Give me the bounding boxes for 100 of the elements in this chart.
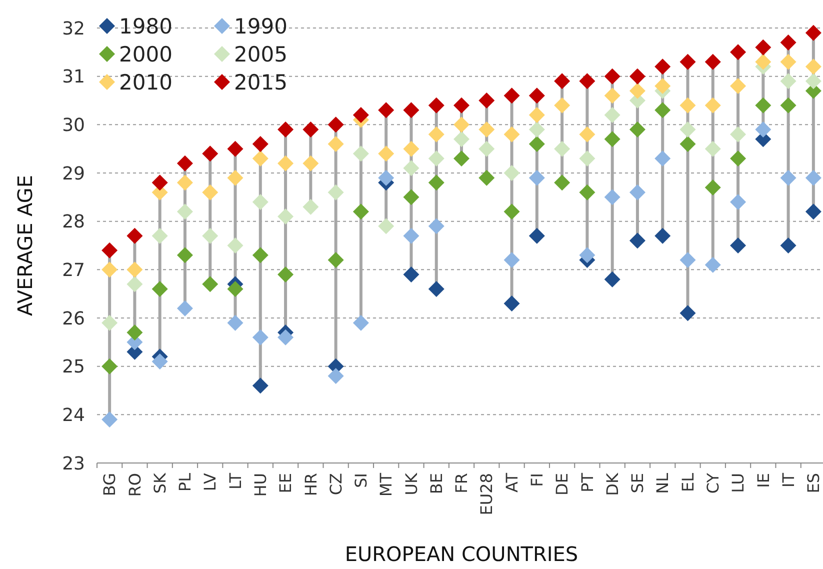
x-tick-label: FI [528, 473, 547, 487]
point [805, 58, 822, 75]
point [680, 252, 696, 268]
point [504, 204, 520, 220]
point [328, 116, 344, 133]
point [780, 238, 796, 254]
point [680, 136, 696, 152]
x-tick-label: SE [628, 473, 648, 494]
point [352, 146, 369, 162]
point [202, 184, 218, 200]
point [730, 44, 746, 60]
x-tick-label: UK [402, 472, 421, 496]
point [152, 174, 168, 191]
point [403, 102, 420, 118]
y-tick-label: 32 [62, 18, 85, 40]
y-tick-label: 31 [62, 66, 85, 88]
point [278, 208, 294, 224]
y-tick-label: 29 [62, 163, 85, 184]
point [604, 189, 620, 206]
point [755, 39, 772, 56]
point [478, 92, 495, 108]
x-tick-label: CY [703, 472, 722, 494]
point [428, 126, 444, 142]
x-tick-label: IE [754, 473, 773, 488]
point [352, 107, 369, 123]
point [680, 305, 696, 322]
point [428, 150, 444, 166]
point [227, 238, 244, 254]
point [252, 136, 268, 152]
point [730, 238, 746, 254]
x-tick-label: NL [653, 472, 672, 494]
point [579, 73, 596, 90]
point [152, 354, 168, 370]
point [654, 228, 671, 244]
point [680, 97, 696, 114]
point [378, 146, 394, 162]
y-tick-label: 26 [62, 308, 85, 330]
legend-label: 2005 [234, 42, 288, 66]
point [176, 300, 193, 316]
point [604, 107, 620, 123]
point [554, 73, 570, 90]
point [454, 116, 470, 133]
point [704, 180, 721, 196]
x-tick-label: CZ [326, 472, 346, 496]
point [302, 155, 319, 172]
point [704, 256, 721, 273]
point [478, 140, 495, 157]
point [629, 122, 646, 138]
point [805, 24, 822, 41]
point [428, 97, 444, 114]
point [328, 368, 344, 384]
point [554, 97, 570, 114]
point [403, 160, 420, 176]
point [202, 146, 218, 162]
point [554, 174, 570, 191]
y-tick-label: 30 [62, 114, 85, 136]
point [528, 228, 545, 244]
point [176, 174, 193, 191]
point [730, 150, 746, 166]
point [478, 122, 495, 138]
x-tick-label: EL [678, 472, 698, 492]
x-tick-label: DK [602, 472, 622, 496]
point [504, 252, 520, 268]
point [227, 140, 244, 157]
point [252, 194, 268, 210]
point [378, 170, 394, 186]
legend-label: 1990 [234, 14, 288, 38]
x-tick-label: LV [200, 472, 220, 492]
point [227, 281, 244, 297]
x-tick-label: SI [352, 473, 371, 488]
x-tick-label: HU [250, 473, 270, 497]
x-axis-title: EUROPEAN COUNTRIES [344, 542, 578, 566]
point [428, 218, 444, 234]
point [755, 54, 772, 70]
point [102, 412, 118, 428]
point [780, 97, 796, 114]
y-tick-label: 27 [62, 260, 85, 281]
point [252, 247, 268, 264]
point [302, 198, 319, 215]
point [328, 252, 344, 268]
point [629, 184, 646, 200]
point [278, 329, 294, 346]
x-tick-label: LT [226, 472, 245, 490]
point [328, 136, 344, 152]
point [504, 165, 520, 181]
x-tick-label: RO [125, 473, 144, 497]
point [654, 102, 671, 118]
point [227, 170, 244, 186]
point [528, 136, 545, 152]
point [152, 228, 168, 244]
x-tick-label: EU28 [477, 473, 496, 516]
x-tick-label: PT [578, 472, 597, 492]
point [202, 276, 218, 292]
x-tick-label: ES [804, 473, 823, 494]
x-tick-label: AT [502, 472, 522, 492]
point [403, 140, 420, 157]
point [604, 68, 620, 84]
point [428, 281, 444, 297]
point [554, 140, 570, 157]
point [629, 82, 646, 99]
